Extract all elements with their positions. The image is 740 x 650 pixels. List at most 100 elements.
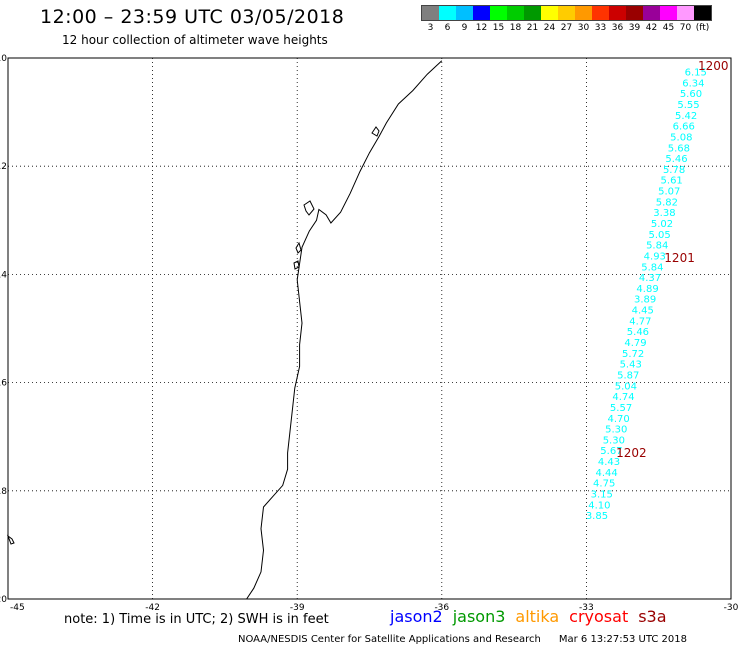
latitude-tick-label: -14 [0, 270, 7, 280]
wave-height-value: 5.68 [668, 143, 690, 154]
wave-height-value: 5.04 [615, 381, 637, 392]
wave-height-value: 5.72 [622, 349, 644, 360]
wave-height-value: 6.34 [682, 78, 704, 89]
wave-height-value: 5.84 [646, 241, 668, 252]
latitude-tick-label: -10 [0, 54, 7, 64]
scale-label: 27 [560, 23, 573, 33]
latitude-tick-label: -20 [0, 595, 7, 605]
graticule-grid [8, 58, 731, 599]
color-scale-swatches [421, 5, 712, 21]
wave-height-value: 5.08 [670, 132, 692, 143]
wave-height-value: 5.46 [665, 154, 687, 165]
wave-height-color-scale: 3 6 9 12 15 18 21 24 27 30 33 36 39 42 45 70 (ft) [421, 5, 712, 35]
credit-line: NOAA/NESDIS Center for Satellite Applica… [238, 634, 687, 645]
scale-label: 70 [679, 23, 692, 33]
wave-height-value: 3.38 [653, 208, 675, 219]
wave-height-value: 5.61 [661, 176, 683, 187]
wave-height-value: 5.07 [658, 187, 680, 198]
wave-height-value: 3.85 [586, 511, 608, 522]
scale-label: 33 [594, 23, 607, 33]
scale-swatch [541, 6, 558, 20]
wave-height-value: 5.84 [641, 262, 663, 273]
scale-swatch [473, 6, 490, 20]
wave-height-value: 5.46 [627, 327, 649, 338]
wave-height-value: 5.30 [603, 435, 625, 446]
scale-swatch [609, 6, 626, 20]
wave-height-value: 4.77 [629, 316, 651, 327]
scale-label: 18 [509, 23, 522, 33]
scale-swatch [677, 6, 694, 20]
wave-height-value: 5.57 [610, 403, 632, 414]
scale-label: 15 [492, 23, 505, 33]
scale-label: 12 [475, 23, 488, 33]
map-frame [7, 57, 732, 600]
longitude-tick-label: -33 [579, 603, 594, 613]
scale-swatch [575, 6, 592, 20]
scale-swatch [439, 6, 456, 20]
wave-height-value: 5.30 [605, 425, 627, 436]
longitude-tick-label: -30 [724, 603, 739, 613]
wave-height-value: 3.89 [634, 295, 656, 306]
altimeter-track: 6.156.345.605.555.426.665.085.685.465.78… [586, 68, 707, 523]
latitude-tick-label: -16 [0, 379, 7, 389]
pass-time-labels: 1200 1201 1202 [616, 59, 728, 460]
scale-label: 24 [543, 23, 556, 33]
satellite-altika: altika [515, 607, 560, 626]
scale-label: (ft) [695, 23, 710, 33]
pass-time-label: 1201 [664, 251, 695, 265]
scale-swatch [592, 6, 609, 20]
scale-swatch [694, 6, 711, 20]
pass-time-label: 1200 [698, 59, 729, 73]
wave-height-value: 5.43 [620, 360, 642, 371]
scale-swatch [490, 6, 507, 20]
satellite-s3a: s3a [638, 607, 667, 626]
scale-label: 39 [628, 23, 641, 33]
wave-height-value: 5.67 [600, 446, 622, 457]
scale-swatch [558, 6, 575, 20]
scale-label: 45 [662, 23, 675, 33]
scale-swatch [626, 6, 643, 20]
wave-height-value: 4.75 [593, 479, 615, 490]
axis-tick-labels: -45 -42 -39 -36 -33 -30 -10 -12 -14 -16 -18 -20 [0, 54, 739, 613]
wave-height-value: 4.70 [608, 414, 630, 425]
satellite-jason3: jason3 [452, 607, 506, 626]
scale-label: 30 [577, 23, 590, 33]
longitude-tick-label: -45 [10, 603, 25, 613]
wave-height-value: 4.74 [612, 392, 634, 403]
wave-height-value: 6.15 [685, 68, 707, 79]
latitude-tick-label: -18 [0, 487, 7, 497]
wave-height-value: 5.60 [680, 89, 702, 100]
wave-height-value: 4.43 [598, 457, 620, 468]
footer-note: note: 1) Time is in UTC; 2) SWH is in fe… [64, 612, 329, 627]
wave-height-value: 3.15 [591, 490, 613, 501]
satellite-jason2: jason2 [390, 607, 443, 626]
wave-height-value: 4.79 [624, 338, 646, 349]
wave-height-value: 4.44 [595, 468, 617, 479]
generation-timestamp: Mar 6 13:27:53 UTC 2018 [558, 634, 687, 645]
wave-height-value: 4.89 [636, 284, 658, 295]
credit-text: NOAA/NESDIS Center for Satellite Applica… [238, 634, 541, 645]
scale-label: 6 [444, 23, 451, 33]
longitude-tick-label: -42 [145, 603, 160, 613]
scale-swatch [524, 6, 541, 20]
satellite-cryosat: cryosat [569, 607, 629, 626]
scale-label: 3 [427, 23, 434, 33]
scale-swatch [422, 6, 439, 20]
satellite-legend: jason2 jason3 altika cryosat s3a [390, 607, 677, 626]
pass-time-label: 1202 [616, 446, 647, 460]
scale-label: 9 [461, 23, 468, 33]
longitude-tick-label: -39 [290, 603, 305, 613]
wave-height-value: 5.78 [663, 165, 685, 176]
color-scale-labels: 3 6 9 12 15 18 21 24 27 30 33 36 39 42 45 70 (ft) [421, 21, 712, 35]
longitude-tick-label: -36 [434, 603, 449, 613]
wave-height-value: 5.02 [651, 219, 673, 230]
wave-height-value: 4.93 [644, 251, 666, 262]
page-title: 12:00 – 23:59 UTC 03/05/2018 [40, 6, 345, 28]
scale-swatch [507, 6, 524, 20]
scale-label: 36 [611, 23, 624, 33]
scale-swatch [643, 6, 660, 20]
page-subtitle: 12 hour collection of altimeter wave hei… [62, 33, 328, 47]
wave-height-value: 5.55 [677, 100, 699, 111]
wave-height-value: 5.82 [656, 197, 678, 208]
